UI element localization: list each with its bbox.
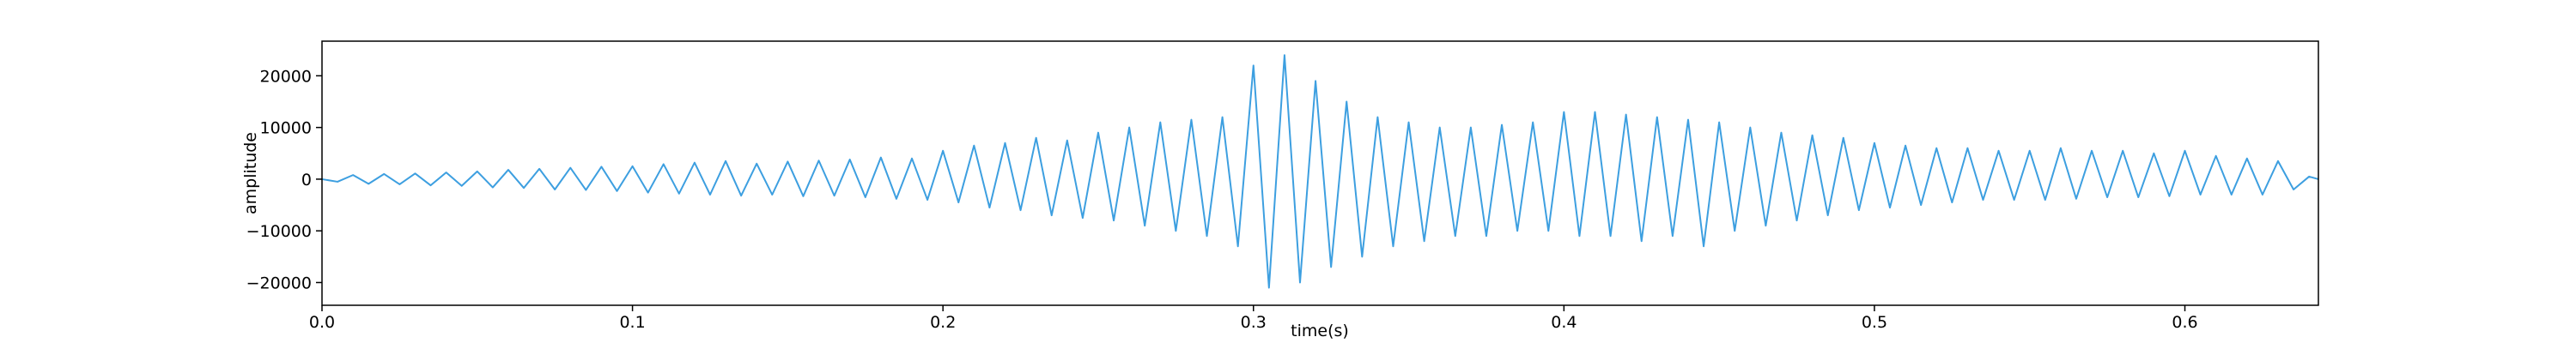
- x-tick-label: 0.3: [1241, 313, 1267, 332]
- x-axis-label: time(s): [1291, 322, 1349, 340]
- x-tick-label: 0.2: [930, 313, 956, 332]
- waveform: [321, 54, 2319, 289]
- x-tick-label: 0.5: [1862, 313, 1887, 332]
- y-tick-label: −20000: [246, 274, 312, 292]
- plot-frame: [321, 40, 2319, 306]
- y-tick-label: −10000: [246, 222, 312, 241]
- y-tick-label: 10000: [260, 119, 312, 138]
- y-tick-label: 0: [301, 171, 312, 190]
- x-tick-label: 0.4: [1551, 313, 1577, 332]
- y-tick-label: 20000: [260, 67, 312, 86]
- y-axis-label: amplitude: [241, 132, 260, 214]
- x-tick-label: 0.0: [309, 313, 335, 332]
- x-tick-label: 0.6: [2172, 313, 2197, 332]
- x-tick-label: 0.1: [619, 313, 645, 332]
